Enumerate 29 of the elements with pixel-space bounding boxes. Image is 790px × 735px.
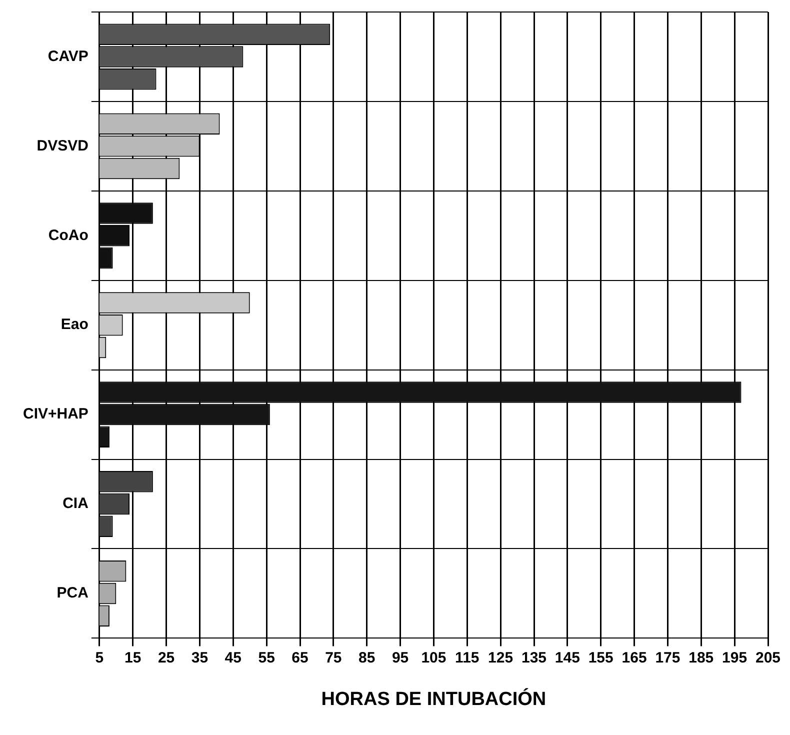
x-tick-label: 195 [722, 649, 748, 666]
x-tick-label: 205 [755, 649, 781, 666]
y-tick-label: CIV+HAP [22, 406, 88, 423]
x-tick-label: 45 [224, 649, 242, 666]
y-tick-label: DVSVD [36, 137, 89, 154]
x-tick-label: 105 [421, 649, 446, 666]
x-axis-title: HORAS DE INTUBACIÓN [321, 688, 546, 710]
x-tick-label: 5 [95, 649, 104, 666]
x-tick-label: 85 [358, 649, 376, 666]
x-tick-label: 15 [124, 649, 142, 666]
x-tick-label: 115 [455, 649, 480, 666]
y-tick-label: Eao [60, 316, 88, 334]
x-tick-label: 155 [588, 649, 614, 666]
x-tick-label: 95 [392, 649, 409, 666]
x-tick-label: 65 [292, 649, 308, 666]
y-tick-label: PCA [56, 584, 89, 602]
x-tick-label: 185 [688, 649, 714, 666]
x-tick-label: 25 [158, 649, 175, 666]
x-tick-label: 175 [655, 649, 680, 666]
x-tick-label: 35 [191, 649, 208, 666]
x-tick-label: 135 [521, 649, 547, 666]
y-tick-label: CoAo [48, 226, 88, 244]
y-tick-label: CAVP [48, 48, 88, 65]
x-tick-label: 165 [622, 649, 647, 666]
x-tick-label: 55 [258, 649, 275, 666]
y-tick-label: CIA [62, 495, 89, 512]
x-tick-label: 125 [488, 649, 514, 666]
x-tick-label: 145 [554, 649, 580, 666]
x-tick-label: 75 [325, 649, 342, 666]
